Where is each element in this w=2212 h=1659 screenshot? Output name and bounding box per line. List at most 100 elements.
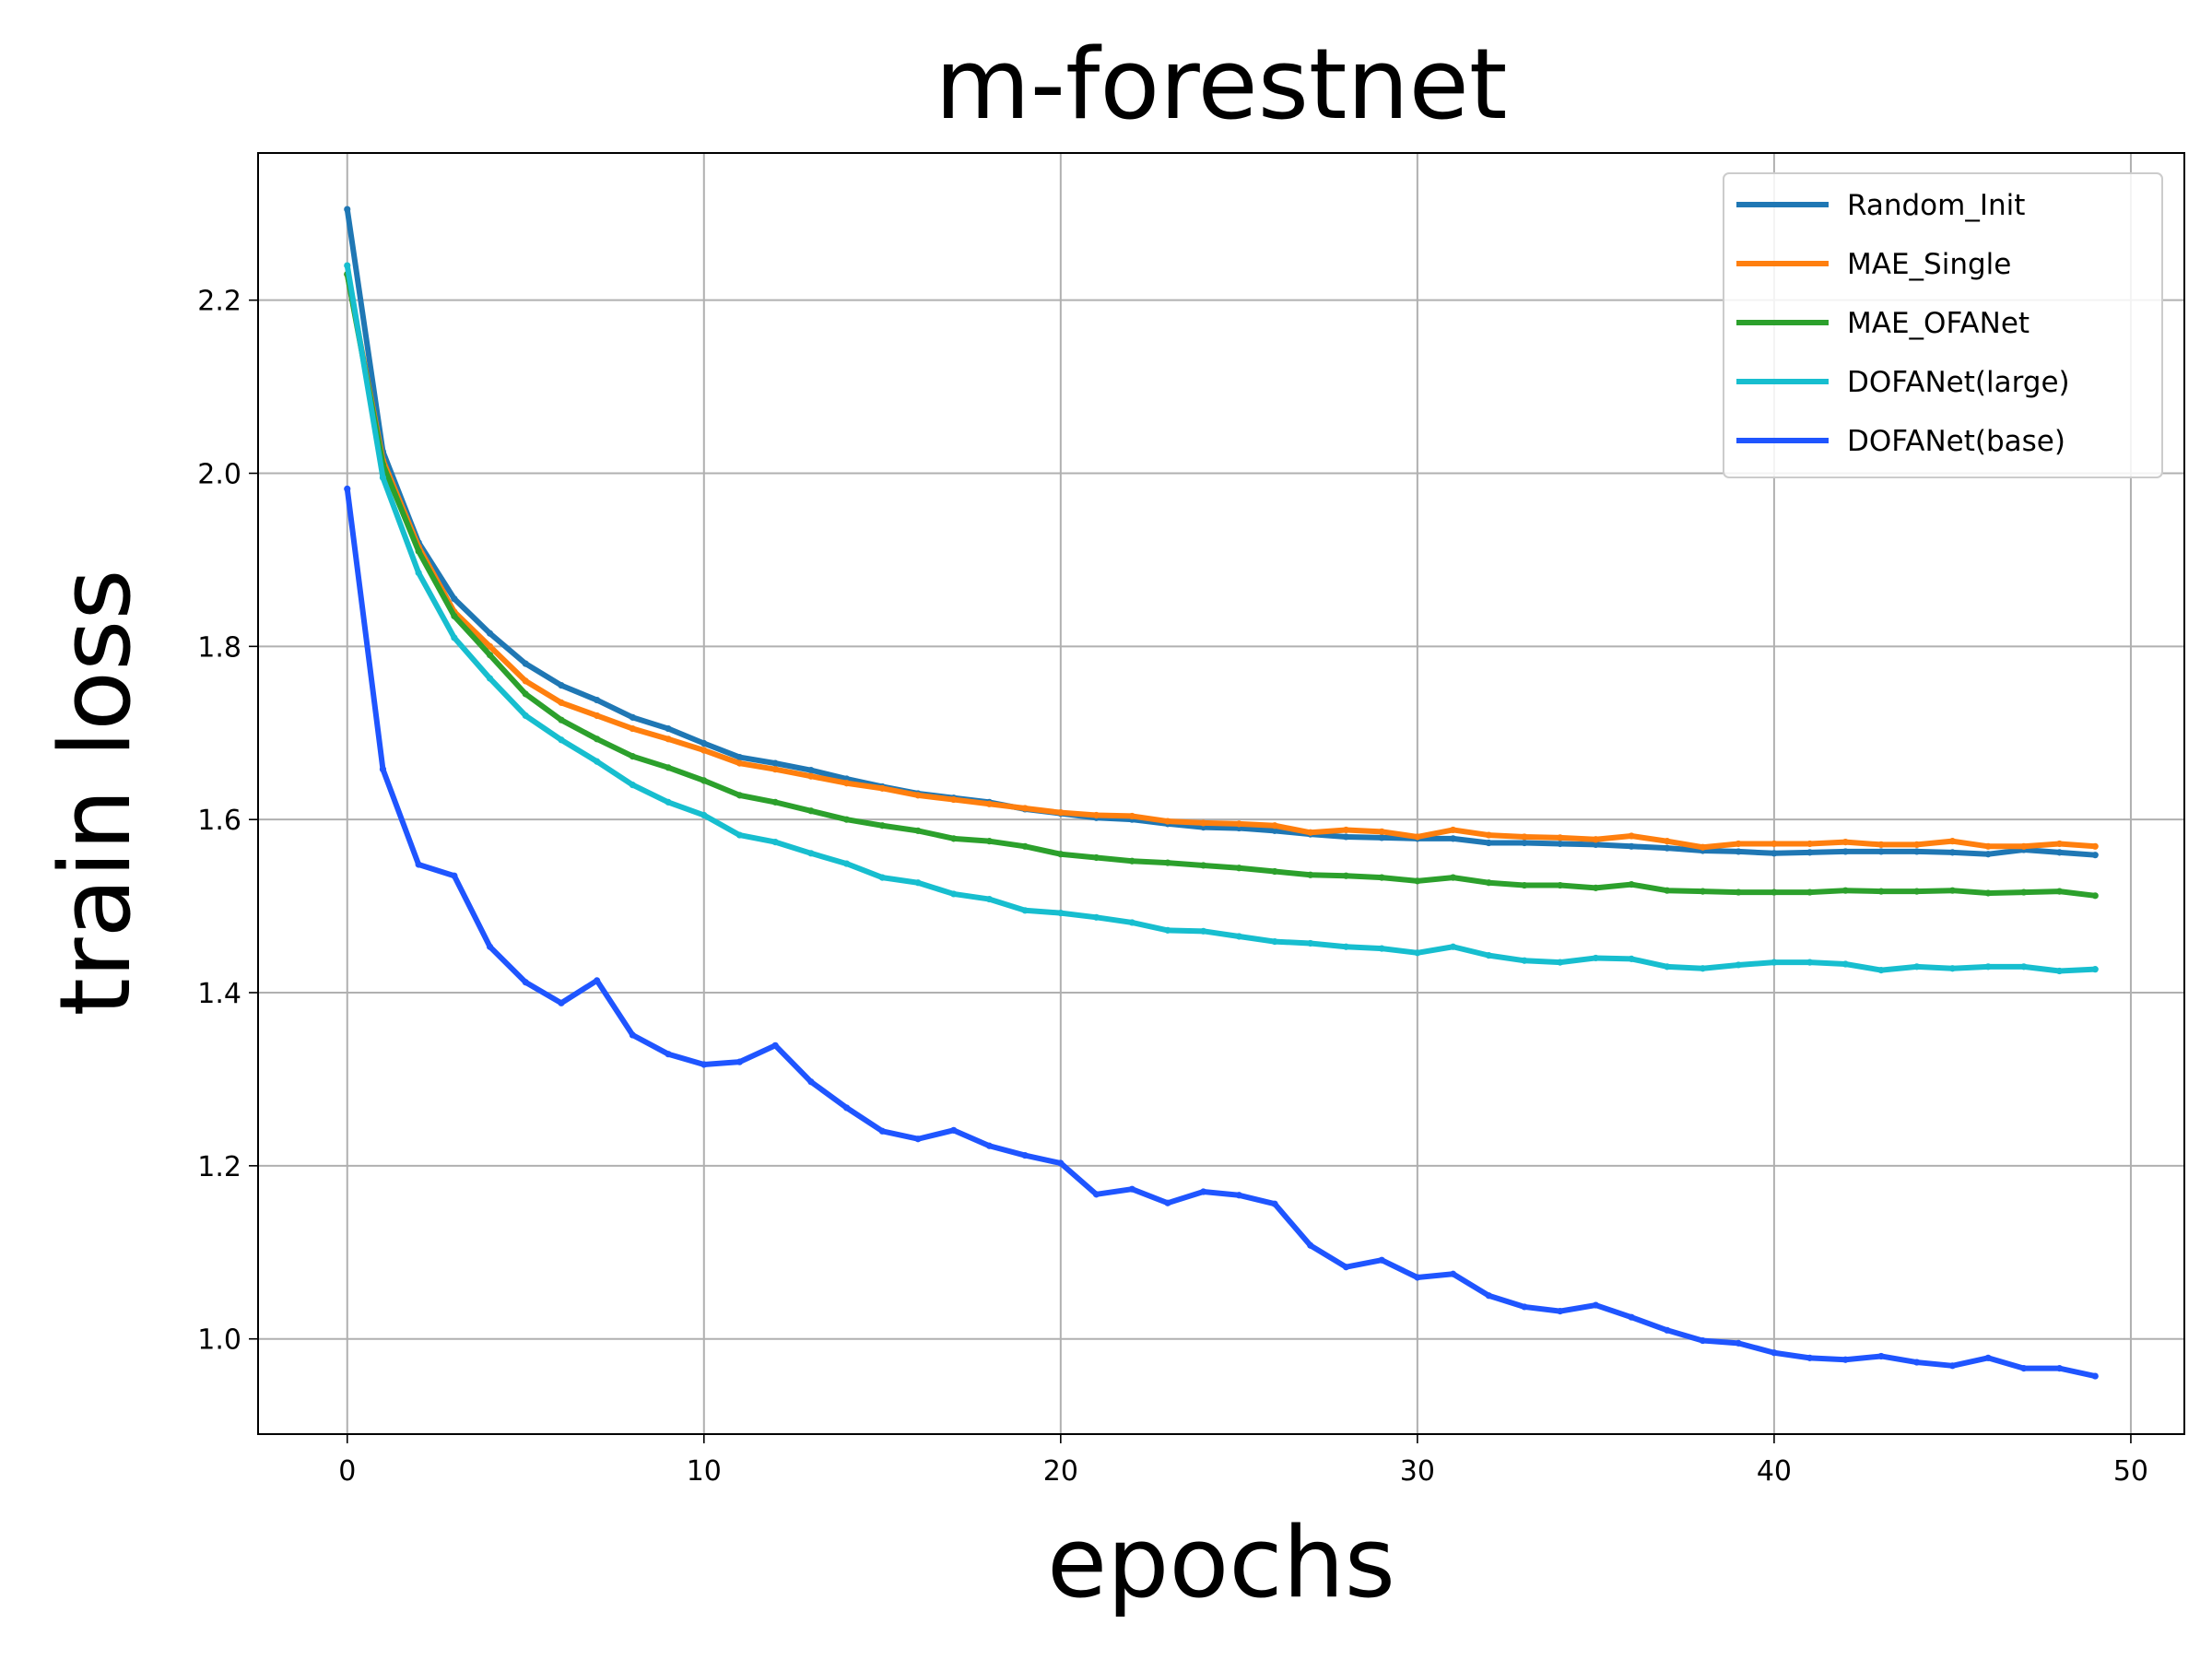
data-point [1913, 888, 1921, 895]
data-point [1128, 812, 1135, 820]
x-tick-label: 50 [2113, 1455, 2148, 1488]
y-tick-label: 1.0 [197, 1324, 241, 1357]
data-point [1806, 888, 1814, 896]
data-point [1235, 865, 1242, 872]
series-line-random-init [344, 206, 2099, 858]
data-point [1414, 877, 1421, 885]
data-point [1948, 887, 1957, 894]
data-point [629, 724, 636, 733]
data-point [1699, 843, 1707, 851]
data-point [1057, 851, 1065, 858]
data-point [665, 724, 672, 733]
data-point [1628, 832, 1635, 840]
data-point [1271, 827, 1278, 834]
legend-label: DOFANet(base) [1847, 425, 2065, 458]
data-point [1771, 840, 1778, 848]
data-point [1877, 1352, 1885, 1360]
x-axis-title: epochs [1047, 1506, 1395, 1619]
legend-label: Random_Init [1847, 189, 2025, 222]
data-point [1414, 1274, 1421, 1281]
data-point [807, 1078, 815, 1086]
data-point [2055, 849, 2064, 856]
data-point [1806, 849, 1814, 856]
data-point [415, 861, 422, 868]
data-point [914, 792, 922, 799]
data-point [1664, 838, 1671, 845]
data-point [1699, 888, 1707, 895]
data-point [1164, 859, 1171, 866]
data-point [1913, 1359, 1921, 1366]
data-point [1913, 841, 1921, 849]
data-point [1948, 849, 1957, 856]
data-point [594, 712, 601, 720]
data-point [1057, 910, 1065, 917]
data-point [1806, 840, 1814, 848]
data-point [843, 816, 851, 823]
data-point [2020, 963, 2028, 971]
data-point [735, 792, 744, 799]
data-point [1485, 839, 1492, 847]
y-tick-label: 1.6 [197, 805, 241, 837]
data-point [1592, 884, 1599, 891]
data-point [1092, 1191, 1100, 1198]
data-point [1271, 938, 1278, 946]
data-point [486, 652, 494, 659]
y-tick-label: 2.0 [197, 459, 241, 491]
data-point [1948, 965, 1957, 972]
data-point [1057, 1159, 1065, 1167]
data-point [629, 782, 636, 789]
data-point [1235, 1192, 1242, 1199]
data-point [522, 677, 529, 685]
data-point [1557, 834, 1564, 841]
data-point [2091, 892, 2099, 900]
data-point [1877, 841, 1885, 849]
data-point [1806, 1354, 1814, 1361]
data-point [2091, 842, 2099, 850]
data-point [1449, 826, 1457, 834]
legend-item-dofanet-base: DOFANet(base) [1736, 425, 2065, 458]
data-point [700, 747, 708, 754]
data-point [451, 872, 458, 879]
data-point [985, 838, 994, 845]
data-point [1806, 959, 1814, 966]
data-point [629, 1031, 636, 1039]
data-point [950, 795, 958, 804]
x-tick-label: 20 [1043, 1455, 1078, 1488]
data-point [558, 682, 565, 689]
data-point [1628, 1313, 1635, 1321]
data-point [1521, 839, 1528, 847]
data-point [878, 874, 886, 881]
data-point [914, 827, 922, 834]
data-point [700, 739, 708, 747]
data-point [1699, 1336, 1707, 1345]
data-point [1521, 957, 1528, 964]
data-point [2091, 852, 2099, 859]
data-point [1200, 927, 1207, 935]
data-point [1342, 872, 1350, 879]
data-point [379, 474, 387, 481]
data-point [1057, 809, 1065, 817]
data-point [2020, 842, 2028, 850]
data-point [1841, 960, 1849, 968]
data-point [1984, 851, 1992, 858]
data-point [807, 772, 815, 780]
data-point [1485, 1292, 1492, 1300]
data-point [1485, 952, 1492, 959]
data-point [700, 777, 708, 784]
data-point [985, 800, 994, 807]
data-point [629, 713, 636, 721]
y-axis-ticks: 1.0 1.2 1.4 1.6 1.8 2.0 2.2 [197, 286, 258, 1357]
data-point [700, 811, 708, 819]
data-point [1307, 1241, 1314, 1249]
data-point [735, 831, 744, 839]
data-point [665, 798, 672, 806]
data-point [2091, 966, 2099, 973]
series-mae-single [344, 270, 2099, 851]
data-point [665, 1051, 672, 1058]
data-point [451, 634, 458, 641]
data-point [486, 642, 494, 650]
data-point [1128, 1185, 1135, 1193]
data-point [1771, 1349, 1778, 1357]
data-point [1984, 889, 1992, 897]
